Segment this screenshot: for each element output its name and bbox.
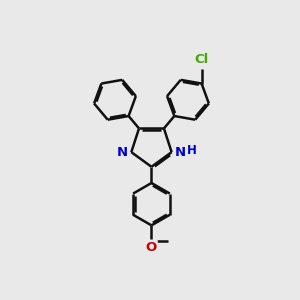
Text: N: N (117, 146, 128, 159)
Text: N: N (175, 146, 186, 159)
Text: Cl: Cl (194, 53, 209, 67)
Text: O: O (146, 241, 157, 254)
Text: H: H (187, 144, 197, 157)
